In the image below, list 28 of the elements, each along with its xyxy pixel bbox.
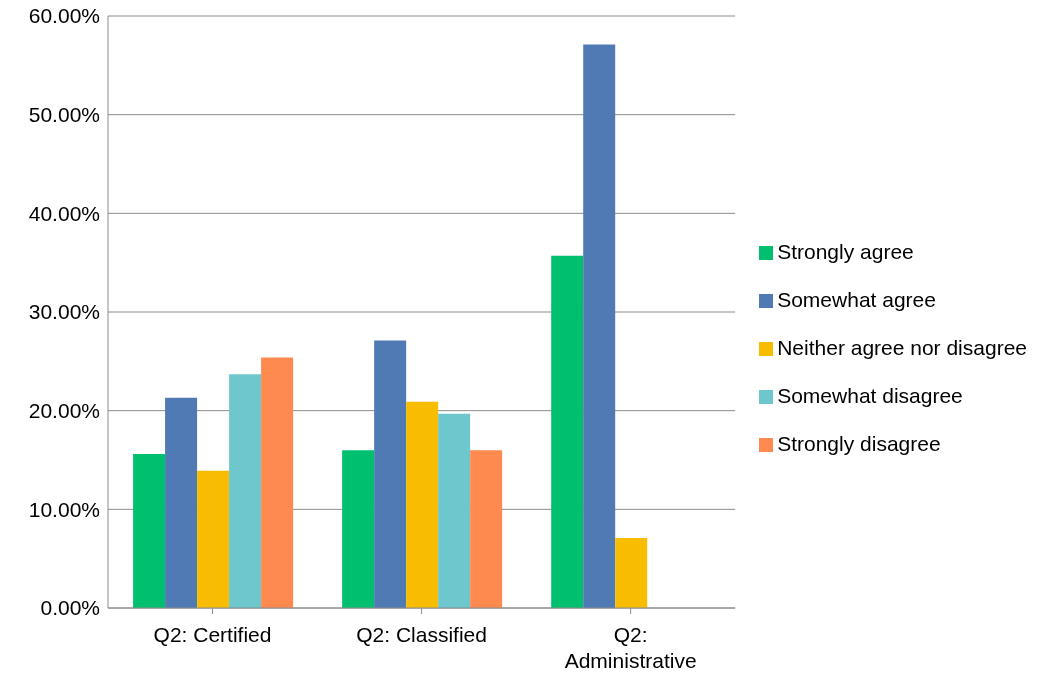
bar — [261, 357, 294, 608]
y-tick-label: 60.00% — [28, 4, 100, 28]
bar — [406, 401, 439, 608]
bar — [374, 340, 407, 608]
legend-label: Strongly disagree — [777, 432, 941, 455]
bar — [438, 413, 471, 608]
y-tick-label: 0.00% — [40, 596, 100, 620]
bar — [229, 374, 262, 608]
bar — [583, 44, 616, 608]
bar — [342, 450, 375, 608]
y-tick-label: 30.00% — [28, 300, 100, 324]
x-tick-label: Q2: Administrative — [564, 623, 697, 672]
legend-label: Strongly agree — [777, 240, 914, 263]
y-tick-label: 50.00% — [28, 103, 100, 127]
y-tick-label: 10.00% — [28, 497, 100, 521]
x-tick-label: Q2: Classified — [356, 623, 487, 646]
bar — [197, 470, 230, 608]
y-tick-label: 40.00% — [28, 201, 100, 225]
legend-label: Neither agree nor disagree — [777, 336, 1027, 359]
bar — [551, 255, 584, 608]
legend-label: Somewhat agree — [777, 288, 936, 311]
bar — [615, 537, 648, 608]
y-tick-label: 20.00% — [28, 399, 100, 423]
bar — [165, 397, 198, 608]
bar — [470, 450, 503, 608]
bar — [133, 454, 166, 608]
x-tick-label: Q2: Certified — [153, 623, 272, 646]
legend-label: Somewhat disagree — [777, 384, 963, 407]
